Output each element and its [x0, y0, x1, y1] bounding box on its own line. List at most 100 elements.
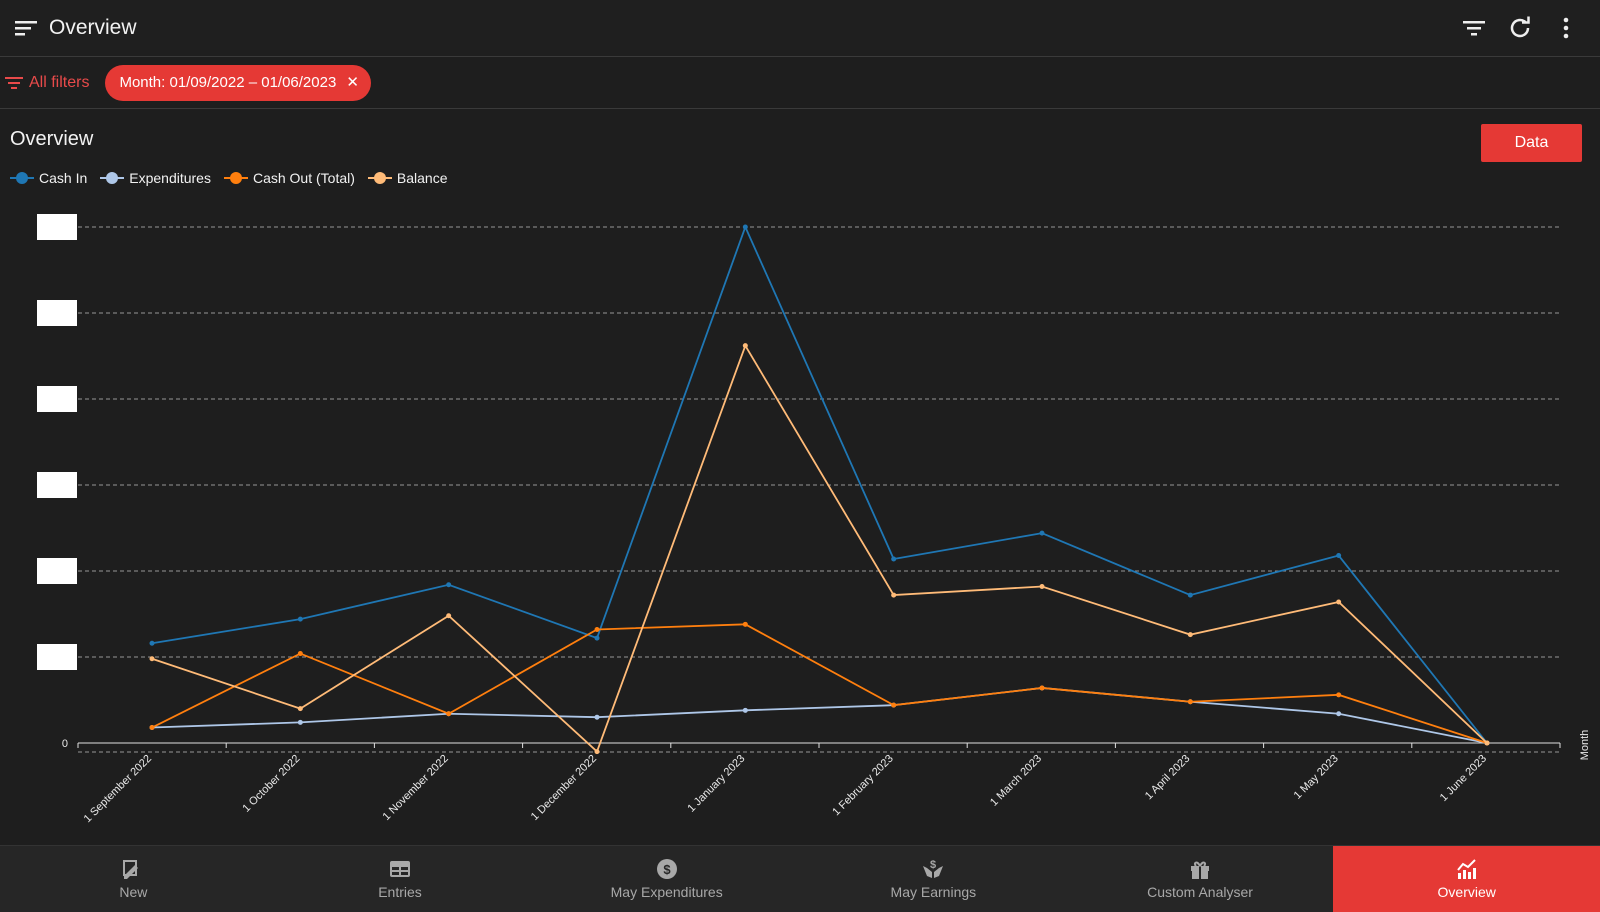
svg-text:$: $: [663, 862, 671, 877]
overview-line-chart: 0 1 September 2022 1 October 2022 1 Novembe…: [37, 214, 1591, 825]
y-tick-label-redacted: [37, 644, 77, 670]
x-tick-label: 1 May 2023: [1292, 753, 1341, 802]
data-point: [891, 592, 897, 598]
data-point: [149, 640, 155, 646]
data-point: [297, 616, 303, 622]
legend-label: Balance: [396, 170, 448, 186]
nav-item-custom-analyser[interactable]: Custom Analyser: [1067, 846, 1334, 912]
x-tick-label: 1 April 2023: [1143, 753, 1193, 803]
nav-item-overview[interactable]: Overview: [1333, 846, 1600, 912]
data-point: [1336, 599, 1342, 605]
data-point: [297, 719, 303, 725]
x-tick-label: 1 March 2023: [988, 753, 1044, 809]
nav-item-new[interactable]: New: [0, 846, 267, 912]
nav-label: New: [119, 884, 148, 900]
x-tick-label: 1 October 2022: [240, 753, 302, 815]
series-line: [151, 687, 1488, 744]
data-point: [1484, 740, 1490, 746]
menu-icon: [15, 21, 37, 36]
x-tick-label: 1 September 2022: [82, 753, 154, 825]
data-point: [891, 556, 897, 562]
series-line: [151, 224, 1488, 744]
data-point: [1336, 553, 1342, 559]
data-point: [1187, 632, 1193, 638]
data-point: [742, 343, 748, 349]
x-tick-label: 1 January 2023: [685, 753, 747, 815]
data-point: [891, 702, 897, 708]
svg-text:$: $: [930, 859, 936, 871]
data-point: [742, 621, 748, 627]
close-icon[interactable]: ✕: [346, 74, 359, 91]
data-point: [742, 224, 748, 230]
legend-item[interactable]: Cash In: [10, 170, 87, 186]
data-point: [446, 613, 452, 619]
nav-item-may-earnings[interactable]: $ May Earnings: [800, 846, 1067, 912]
x-tick-label: 1 December 2022: [529, 753, 599, 823]
filter-icon: [1463, 21, 1485, 36]
chart-legend: Cash In Expenditures Cash Out (Total) Balan…: [10, 170, 461, 186]
data-point: [1039, 583, 1045, 589]
legend-item[interactable]: Balance: [367, 170, 448, 186]
data-point: [297, 651, 303, 657]
nav-label: Overview: [1437, 884, 1496, 900]
legend-swatch: [367, 172, 392, 184]
data-point: [1039, 530, 1045, 536]
series-line: [151, 343, 1488, 754]
gift-icon: [1188, 858, 1212, 880]
more-options-button[interactable]: [1546, 8, 1586, 48]
nav-item-entries[interactable]: Entries: [267, 846, 534, 912]
y-tick-label-redacted: [37, 300, 77, 326]
y-tick-label-redacted: [37, 472, 77, 498]
app-bar: Overview: [0, 0, 1600, 57]
x-tick-label: 1 February 2023: [830, 753, 896, 819]
x-tick-label: 1 June 2023: [1438, 753, 1489, 804]
data-point: [149, 656, 155, 662]
page-title: Overview: [49, 16, 137, 39]
edit-icon: [121, 858, 145, 880]
legend-label: Cash Out (Total): [252, 170, 355, 186]
legend-swatch: [100, 172, 125, 184]
nav-item-may-expenditures[interactable]: $ May Expenditures: [533, 846, 800, 912]
table-icon: [388, 858, 412, 880]
x-axis-label: Month: [1579, 730, 1591, 761]
y-tick-label-redacted: [37, 214, 77, 240]
data-point: [594, 749, 600, 755]
refresh-button[interactable]: [1500, 8, 1540, 48]
legend-label: Cash In: [39, 170, 88, 186]
data-point: [1187, 699, 1193, 705]
data-point: [297, 706, 303, 712]
data-point: [1336, 711, 1342, 717]
y-tick-label-redacted: [37, 386, 77, 412]
more-vert-icon: [1563, 17, 1569, 39]
series-line: [151, 623, 1488, 744]
filter-list-icon: [5, 76, 23, 89]
refresh-icon: [1510, 16, 1530, 38]
data-point: [1039, 685, 1045, 691]
legend-item[interactable]: Expenditures: [100, 170, 211, 186]
data-point: [594, 626, 600, 632]
data-button[interactable]: Data: [1481, 124, 1582, 162]
data-point: [446, 582, 452, 588]
bottom-navigation: New Entries $ May Expenditures $ May Earnings…: [0, 845, 1600, 912]
legend-item[interactable]: Cash Out (Total): [223, 170, 355, 186]
data-point: [1336, 692, 1342, 698]
menu-button[interactable]: [6, 8, 46, 48]
y-tick-label-redacted: [37, 558, 77, 584]
data-point: [594, 714, 600, 720]
filter-bar: All filters Month: 01/09/2022 – 01/06/20…: [0, 57, 1600, 109]
nav-label: May Earnings: [890, 884, 977, 900]
chart-title: Overview: [10, 128, 94, 150]
dollar-icon: $: [655, 858, 679, 880]
hands-dollar-icon: $: [921, 858, 945, 880]
month-filter-chip[interactable]: Month: 01/09/2022 – 01/06/2023 ✕: [105, 64, 371, 101]
legend-swatch: [223, 172, 248, 184]
filter-button[interactable]: [1454, 8, 1494, 48]
legend-label: Expenditures: [129, 170, 211, 186]
nav-label: Entries: [378, 884, 422, 900]
data-point: [594, 635, 600, 641]
data-point: [446, 711, 452, 717]
all-filters-label: All filters: [29, 73, 90, 91]
nav-label: Custom Analyser: [1147, 884, 1253, 900]
data-point: [1187, 592, 1193, 598]
all-filters-button[interactable]: All filters: [5, 74, 89, 92]
